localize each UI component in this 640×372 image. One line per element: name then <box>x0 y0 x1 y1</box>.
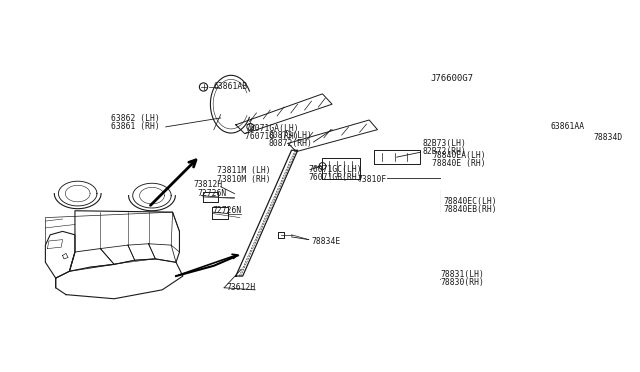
Text: 76071GB(RH): 76071GB(RH) <box>308 173 362 182</box>
Bar <box>441 190 551 212</box>
Text: 63861 (RH): 63861 (RH) <box>111 122 159 131</box>
Text: 78830(RH): 78830(RH) <box>441 278 484 287</box>
Text: 73612H: 73612H <box>226 283 255 292</box>
Text: 72726N: 72726N <box>197 189 227 198</box>
Text: 73812H: 73812H <box>193 180 223 189</box>
Text: 82B72(RH): 82B72(RH) <box>423 147 467 156</box>
Text: 78840EB(RH): 78840EB(RH) <box>444 205 497 214</box>
Text: J76600G7: J76600G7 <box>431 74 474 83</box>
Text: 78840E (RH): 78840E (RH) <box>433 160 486 169</box>
Text: 63862 (LH): 63862 (LH) <box>111 114 159 123</box>
Text: 78834E: 78834E <box>312 237 340 246</box>
Text: 80873(LH): 80873(LH) <box>269 131 313 140</box>
Text: 82B73(LH): 82B73(LH) <box>423 139 467 148</box>
Text: 72726N: 72726N <box>212 206 242 215</box>
Text: 78831(LH): 78831(LH) <box>441 269 484 279</box>
Text: 78834D: 78834D <box>593 134 623 142</box>
Text: 73810M (RH): 73810M (RH) <box>216 174 270 184</box>
Text: 63861AA: 63861AA <box>551 122 585 131</box>
Text: 73810F: 73810F <box>358 174 387 184</box>
Text: 76071GA(LH): 76071GA(LH) <box>246 124 299 133</box>
Text: 76071GC(LH): 76071GC(LH) <box>308 165 362 174</box>
Text: 73811M (LH): 73811M (LH) <box>216 166 270 175</box>
Text: 78840EC(LH): 78840EC(LH) <box>444 197 497 206</box>
Text: 80872(RH): 80872(RH) <box>269 139 313 148</box>
Text: 76071G (RH): 76071G (RH) <box>246 132 299 141</box>
Text: 78840EA(LH): 78840EA(LH) <box>433 151 486 160</box>
Text: 63861AB: 63861AB <box>214 83 248 92</box>
